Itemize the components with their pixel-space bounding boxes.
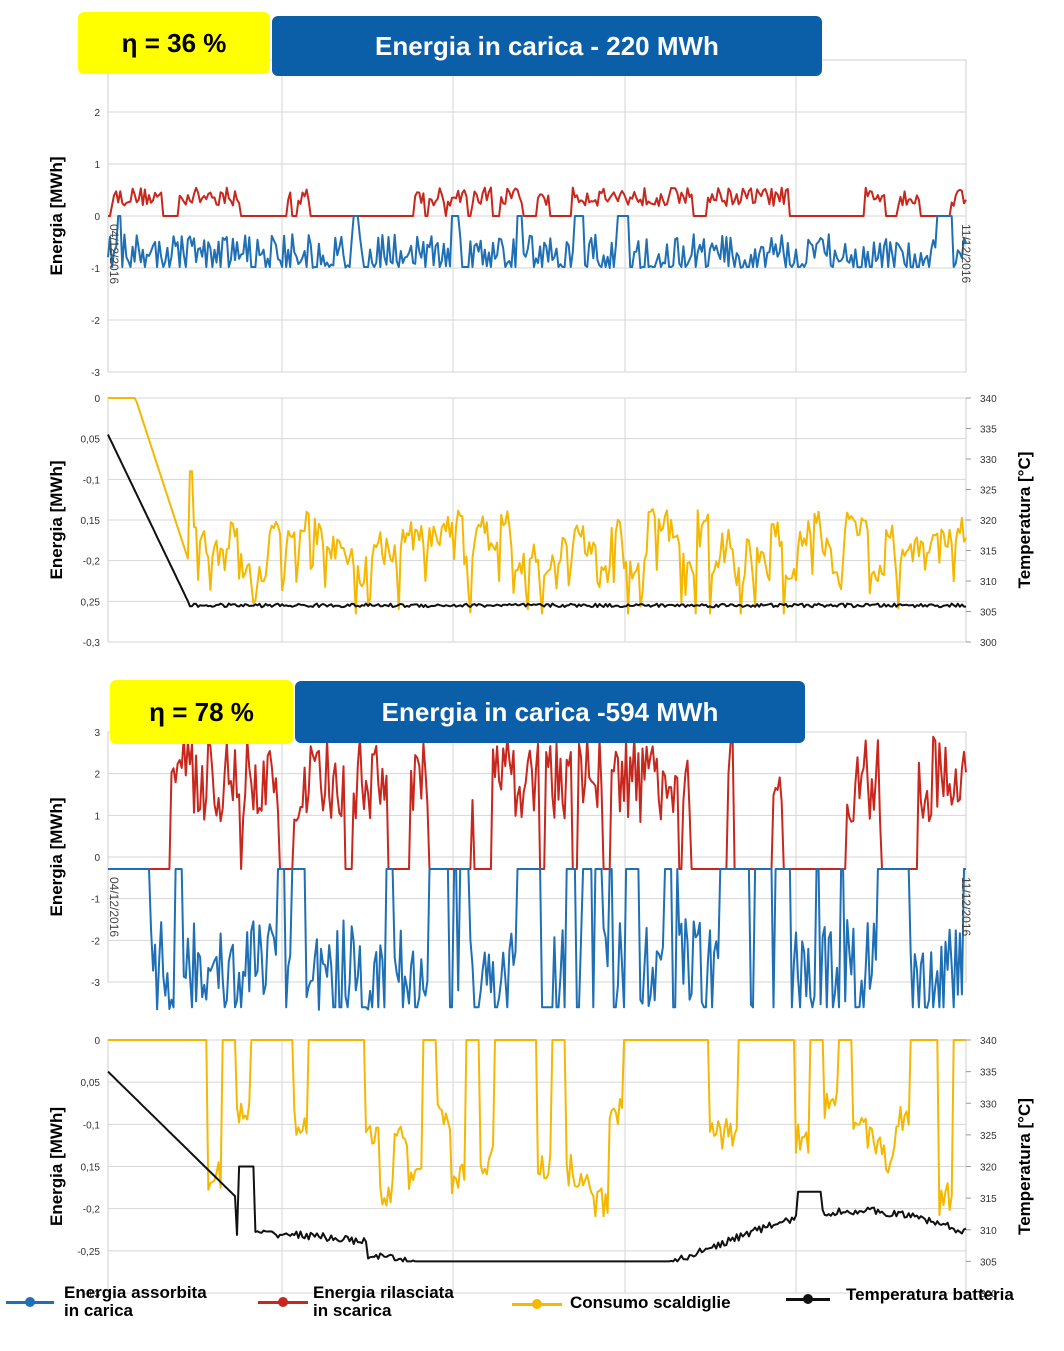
y2-axis-label: Temperatura [°C] — [1015, 1098, 1034, 1235]
series-line-consumo-scaldiglie — [108, 1039, 966, 1218]
y-tick-label: 0,05 — [81, 1078, 101, 1089]
legend-marker-temperature — [803, 1294, 813, 1304]
legend-label-charge: Energia assorbita in carica — [64, 1283, 207, 1320]
legend-marker-heater — [532, 1299, 542, 1309]
y-tick-label: -0,3 — [83, 1289, 101, 1300]
y-tick-label: -1 — [91, 895, 100, 906]
y2-tick-label: 335 — [980, 1068, 997, 1079]
series-line-energia-rilasciata-in-scarica — [108, 734, 967, 870]
legend-label-discharge: Energia rilasciata in scarica — [313, 1283, 454, 1320]
y-tick-label: 0 — [94, 212, 100, 223]
legend-label-temperature: Temperatura batteria — [846, 1285, 1014, 1304]
x-end-date-label: 11/12/2016 — [959, 877, 973, 936]
y-axis-label: Energia [MWh] — [47, 157, 66, 276]
legend-label-heater: Consumo scaldiglie — [570, 1293, 731, 1312]
efficiency-badge-2: η = 78 % — [110, 680, 293, 744]
y-tick-label: 0 — [94, 394, 100, 405]
chart-4 — [107, 1039, 971, 1294]
y-tick-label: 1 — [94, 160, 100, 171]
chart-3 — [107, 731, 967, 1011]
y-tick-label: -1 — [91, 264, 100, 275]
y-tick-label: -3 — [91, 978, 100, 989]
y2-tick-label: 330 — [980, 455, 997, 466]
y-tick-label: -2 — [91, 316, 100, 327]
chart-2 — [107, 397, 971, 643]
y2-tick-label: 340 — [980, 394, 997, 405]
chart-title-2: Energia in carica -594 MWh — [295, 681, 805, 743]
y-tick-label: 1 — [94, 811, 100, 822]
series-line-energia-assorbita-in-carica — [108, 868, 966, 1011]
chart-1 — [107, 59, 967, 373]
y-axis-label: Energia [MWh] — [47, 1107, 66, 1226]
y-tick-label: -0,2 — [83, 1205, 101, 1216]
y2-tick-label: 320 — [980, 516, 997, 527]
y2-axis-label: Temperatura [°C] — [1015, 452, 1034, 589]
y-tick-label: 0 — [94, 1036, 100, 1047]
y2-tick-label: 300 — [980, 1289, 997, 1300]
y-tick-label: 3 — [94, 728, 100, 739]
y2-tick-label: 325 — [980, 486, 997, 497]
y-tick-label: 0 — [94, 853, 100, 864]
y2-tick-label: 335 — [980, 425, 997, 436]
y2-tick-label: 330 — [980, 1099, 997, 1110]
y-tick-label: 0,25 — [81, 597, 101, 608]
y2-tick-label: 315 — [980, 1194, 997, 1205]
series-line-temperatura-batteria — [107, 434, 966, 609]
y2-tick-label: 305 — [980, 608, 997, 619]
y-tick-label: 0,15 — [81, 1163, 101, 1174]
efficiency-badge-1: η = 36 % — [78, 12, 270, 74]
y2-tick-label: 320 — [980, 1163, 997, 1174]
y-tick-label: -0,1 — [83, 1120, 101, 1131]
y2-tick-label: 310 — [980, 577, 997, 588]
y-axis-label: Energia [MWh] — [47, 461, 66, 580]
y2-tick-label: 305 — [980, 1257, 997, 1268]
y-tick-label: 0,05 — [81, 435, 101, 446]
x-start-date-label: 04/12/2016 — [107, 877, 121, 937]
x-end-date-label: 11/12/2016 — [959, 224, 973, 283]
series-line-temperatura-batteria — [107, 1070, 967, 1263]
y2-tick-label: 315 — [980, 547, 997, 558]
y-tick-label: -0,1 — [83, 475, 101, 486]
y-tick-label: -0,3 — [83, 638, 101, 649]
x-start-date-label: 04/12/2016 — [107, 224, 121, 284]
y-tick-label: -3 — [91, 368, 100, 379]
series-line-consumo-scaldiglie — [108, 397, 967, 615]
y2-tick-label: 340 — [980, 1036, 997, 1047]
y-tick-label: -0,25 — [77, 1247, 100, 1258]
y2-tick-label: 325 — [980, 1131, 997, 1142]
series-line-energia-rilasciata-in-scarica — [108, 186, 967, 217]
y2-tick-label: 310 — [980, 1226, 997, 1237]
series-line-energia-assorbita-in-carica — [107, 215, 967, 269]
legend-marker-discharge — [278, 1297, 288, 1307]
y-tick-label: 2 — [94, 770, 100, 781]
legend-marker-charge — [25, 1297, 35, 1307]
y-axis-label: Energia [MWh] — [47, 798, 66, 917]
legend: Energia assorbita in carica Energia rila… — [0, 1284, 1064, 1344]
y-tick-label: -2 — [91, 936, 100, 947]
chart-title-1: Energia in carica - 220 MWh — [272, 16, 822, 76]
y2-tick-label: 300 — [980, 638, 997, 649]
y-tick-label: 0,15 — [81, 516, 101, 527]
y-tick-label: -0,2 — [83, 557, 101, 568]
y-tick-label: 2 — [94, 108, 100, 119]
